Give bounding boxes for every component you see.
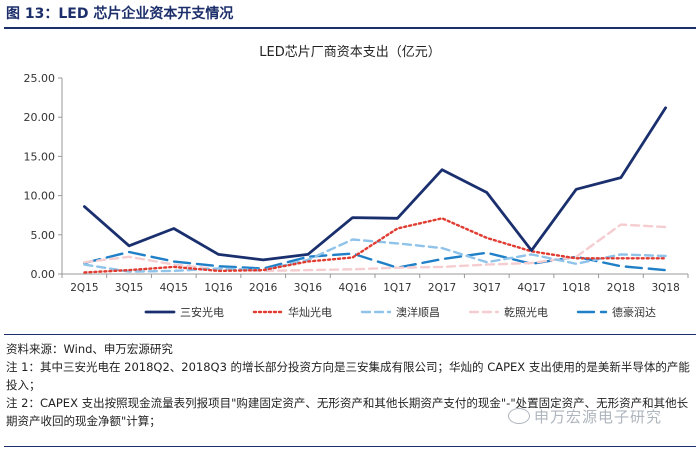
- chart-axes: 0.00 5.00 10.00 15.00 20.00 25.00 2Q15 3Q15 4Q15…: [24, 72, 689, 294]
- line-chart: LED芯片厂商资本支出（亿元） 0.00 5.00 10.00 15.00 20.00 2…: [24, 45, 689, 319]
- chart-series: [83, 106, 667, 274]
- legend-label: 乾照光电: [504, 305, 548, 319]
- x-tick-label: 2Q16: [249, 282, 278, 294]
- chart-area: LED芯片厂商资本支出（亿元） 0.00 5.00 10.00 15.00 20.00 2…: [0, 30, 700, 330]
- wechat-icon: [508, 408, 530, 424]
- legend-label: 华灿光电: [288, 305, 332, 319]
- x-tick-label: 3Q16: [294, 282, 323, 294]
- x-tick-label: 3Q15: [115, 282, 143, 294]
- y-tick-label: 10.00: [24, 190, 56, 203]
- y-tick-label: 5.00: [31, 229, 56, 242]
- y-tick-label: 25.00: [24, 72, 56, 85]
- legend-label: 三安光电: [180, 305, 224, 319]
- legend-label: 德豪润达: [612, 305, 656, 319]
- note-1: 注 1：其中三安光电在 2018Q2、2018Q3 的增长部分投资方向是三安集成…: [6, 360, 690, 392]
- notes-rule: [4, 334, 696, 335]
- x-tick-label: 1Q17: [383, 282, 411, 294]
- watermark-text: 申万宏源电子研究: [534, 408, 663, 426]
- y-tick-label: 20.00: [24, 111, 56, 124]
- source-note: 资料来源：Wind、申万宏源研究: [6, 342, 173, 356]
- x-tick-label: 3Q17: [473, 282, 501, 294]
- x-tick-label: 4Q15: [160, 282, 188, 294]
- series-line-三安光电: [83, 106, 667, 262]
- note-2: 注 2：CAPEX 支出按照现金流量表列报项目"购建固定资产、无形资产和其他长期…: [6, 396, 689, 428]
- series-line-澳洋顺昌: [83, 238, 667, 273]
- y-tick-label: 15.00: [24, 150, 56, 163]
- series-line-乾照光电: [83, 223, 667, 273]
- y-tick-label: 0.00: [31, 268, 56, 281]
- x-tick-label: 4Q17: [517, 282, 545, 294]
- bottom-rule: [4, 446, 696, 447]
- x-tick-label: 1Q16: [204, 282, 233, 294]
- series-line-华灿光电: [83, 217, 667, 274]
- x-tick-label: 2Q17: [428, 282, 456, 294]
- x-tick-label: 4Q16: [338, 282, 367, 294]
- legend-label: 澳洋顺昌: [396, 305, 440, 319]
- x-tick-label: 2Q18: [607, 282, 635, 294]
- title-rule: [4, 27, 696, 29]
- chart-legend: 三安光电 华灿光电 澳洋顺昌 乾照光电 德豪润达: [144, 305, 656, 319]
- figure-title: 图 13：LED 芯片企业资本开支情况: [6, 6, 234, 22]
- notes: 资料来源：Wind、申万宏源研究 注 1：其中三安光电在 2018Q2、2018…: [6, 340, 694, 430]
- x-tick-label: 1Q18: [562, 282, 590, 294]
- x-tick-label: 3Q18: [651, 282, 679, 294]
- x-tick-label: 2Q15: [70, 282, 98, 294]
- chart-title: LED芯片厂商资本支出（亿元）: [259, 45, 440, 60]
- watermark: 申万宏源电子研究: [508, 406, 662, 427]
